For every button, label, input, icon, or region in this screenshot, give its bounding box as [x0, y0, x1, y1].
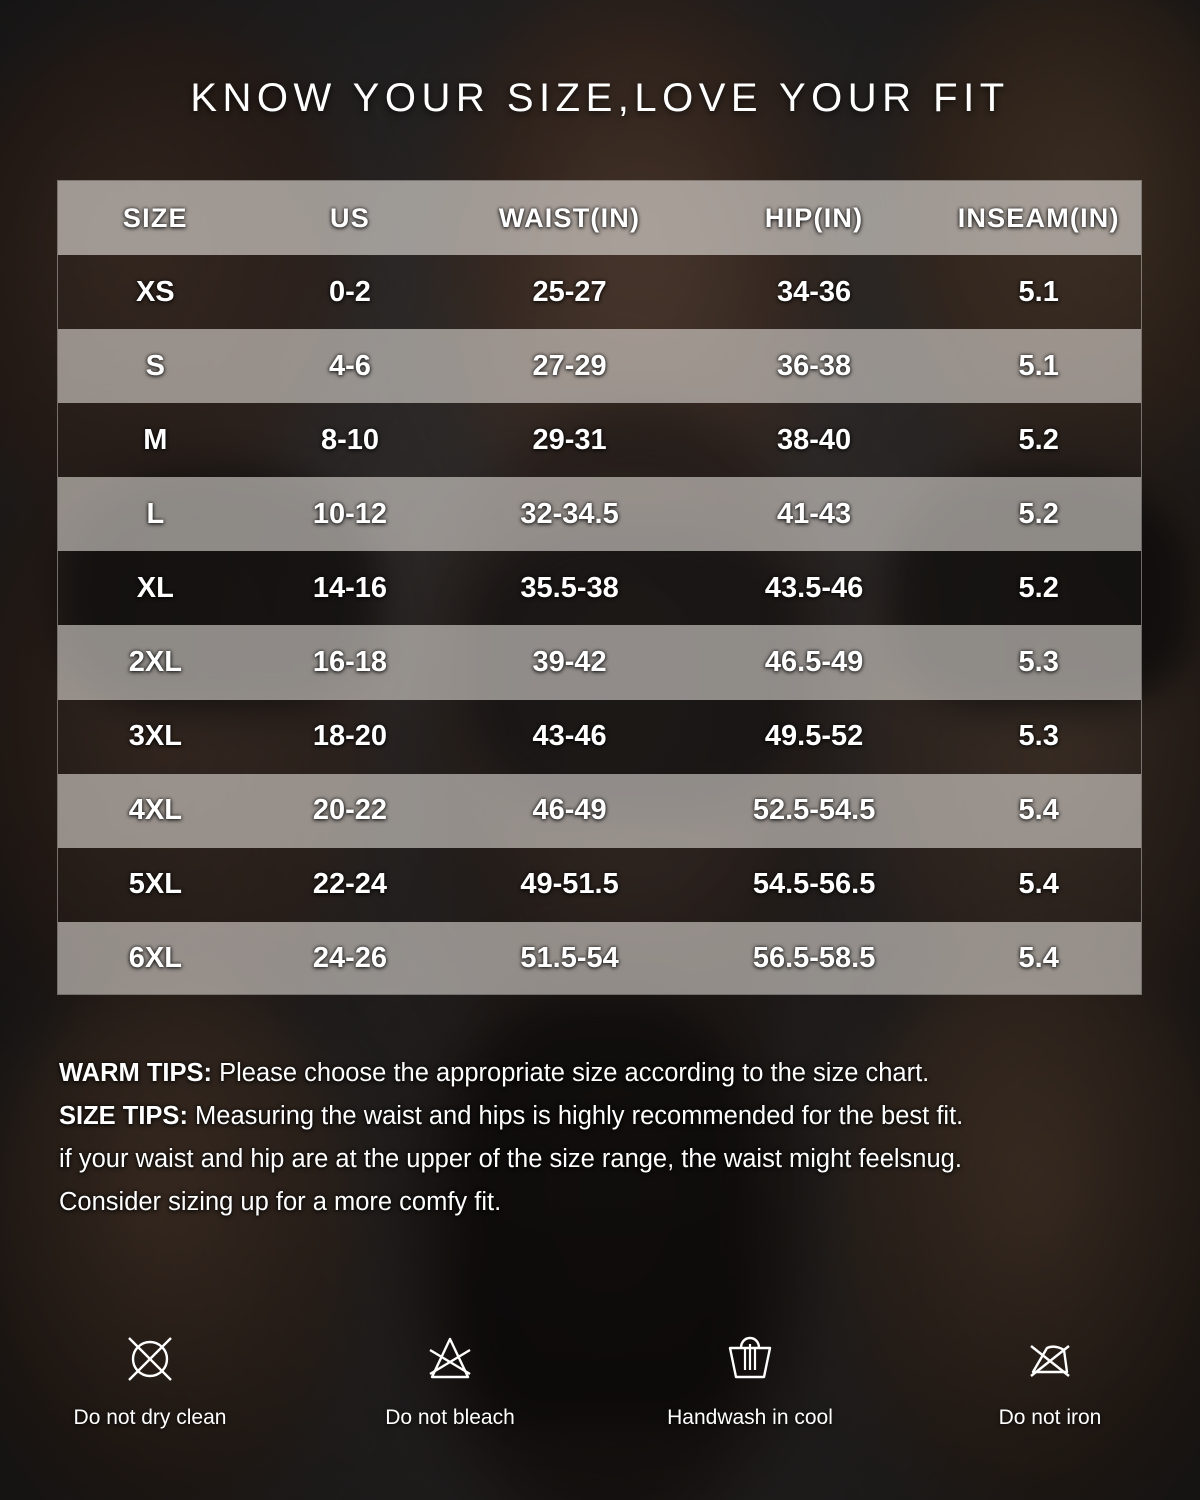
care-label: Do not bleach	[385, 1406, 515, 1429]
care-label: Do not dry clean	[73, 1406, 227, 1429]
cell-us: 4-6	[329, 349, 371, 382]
cell-size: S	[145, 349, 165, 382]
table-row: XL 14-16 35.5-38 43.5-46 5.2	[58, 551, 1141, 625]
warm-tips-text: Please choose the appropriate size accor…	[212, 1059, 930, 1087]
care-item-bleach: Do not bleach	[300, 1330, 600, 1430]
cell-size: 5XL	[128, 868, 182, 901]
cell-hip: 43.5-46	[764, 571, 864, 604]
table-header-row: SIZE US WAIST(IN) HIP(IN) INSEAM(IN)	[58, 181, 1141, 256]
cell-hip: 34-36	[777, 275, 852, 308]
cell-inseam: 5.3	[1018, 646, 1059, 678]
table-row: 2XL 16-18 39-42 46.5-49 5.3	[58, 625, 1141, 700]
care-item-iron: Do not iron	[900, 1330, 1200, 1430]
cell-waist: 49-51.5	[520, 868, 619, 901]
table-row: 4XL 20-22 46-49 52.5-54.5 5.4	[58, 773, 1141, 848]
warm-tips-label: WARM TIPS:	[59, 1059, 212, 1087]
do-not-iron-icon	[1030, 1345, 1070, 1377]
cell-inseam: 5.2	[1018, 571, 1059, 604]
table-row: 5XL 22-24 49-51.5 54.5-56.5 5.4	[58, 848, 1141, 922]
cell-inseam: 5.4	[1018, 794, 1059, 827]
cell-size: 3XL	[128, 720, 182, 753]
cell-size: XL	[136, 571, 174, 604]
cell-us: 24-26	[312, 942, 388, 975]
cell-size: L	[146, 497, 165, 530]
table-row: 3XL 18-20 43-46 49.5-52 5.3	[58, 700, 1141, 774]
cell-waist: 32-34.5	[520, 497, 619, 530]
cell-hip: 52.5-54.5	[752, 794, 876, 827]
handwash-in-cool-icon	[728, 1336, 772, 1379]
cell-us: 18-20	[312, 720, 388, 753]
care-instructions: Do not dry clean Do not bleach Handwash …	[0, 1330, 1200, 1430]
do-not-dry-clean-icon	[128, 1337, 172, 1381]
size-tips-text: Measuring the waist and hips is highly r…	[187, 1102, 964, 1130]
cell-hip: 41-43	[777, 497, 852, 530]
cell-us: 14-16	[312, 571, 388, 604]
cell-waist: 25-27	[532, 275, 607, 308]
cell-waist: 46-49	[532, 794, 607, 827]
care-item-handwash: Handwash in cool	[600, 1330, 900, 1430]
care-label: Handwash in cool	[667, 1406, 833, 1429]
column-header-us: US	[330, 202, 370, 233]
cell-size: XS	[135, 275, 175, 308]
column-header-inseam: INSEAM(IN)	[957, 202, 1120, 233]
cell-waist: 51.5-54	[520, 942, 619, 975]
cell-hip: 54.5-56.5	[752, 868, 876, 901]
cell-waist: 27-29	[532, 349, 607, 382]
cell-waist: 29-31	[532, 423, 607, 456]
cell-inseam: 5.4	[1018, 942, 1059, 975]
cell-us: 10-12	[312, 497, 388, 530]
table-row: 6XL 24-26 51.5-54 56.5-58.5 5.4	[58, 921, 1141, 994]
cell-inseam: 5.2	[1018, 423, 1059, 456]
tips-line-3: if your waist and hip are at the upper o…	[59, 1145, 962, 1173]
care-label: Do not iron	[998, 1406, 1102, 1429]
cell-us: 16-18	[312, 646, 388, 678]
cell-size: 6XL	[128, 942, 182, 975]
cell-size: M	[143, 423, 168, 456]
cell-hip: 46.5-49	[764, 646, 864, 678]
cell-size: 2XL	[128, 646, 182, 678]
do-not-bleach-icon	[429, 1337, 471, 1379]
size-chart-table: SIZE US WAIST(IN) HIP(IN) INSEAM(IN) XS …	[57, 180, 1142, 995]
cell-inseam: 5.3	[1018, 720, 1059, 753]
cell-size: 4XL	[128, 794, 182, 827]
cell-us: 0-2	[329, 275, 371, 308]
cell-us: 8-10	[320, 423, 379, 456]
care-item-dry-clean: Do not dry clean	[0, 1330, 300, 1430]
cell-hip: 56.5-58.5	[752, 942, 876, 975]
cell-us: 20-22	[312, 794, 388, 827]
cell-inseam: 5.1	[1018, 275, 1059, 308]
table-row: L 10-12 32-34.5 41-43 5.2	[58, 477, 1141, 552]
page-title: KNOW YOUR SIZE,LOVE YOUR FIT	[190, 76, 1010, 120]
cell-waist: 39-42	[532, 646, 607, 678]
size-tips-line: SIZE TIPS: Measuring the waist and hips …	[59, 1095, 1149, 1138]
table-row: S 4-6 27-29 36-38 5.1	[58, 329, 1141, 404]
size-tips-label: SIZE TIPS:	[59, 1102, 188, 1130]
cell-hip: 49.5-52	[764, 720, 864, 753]
column-header-waist: WAIST(IN)	[498, 202, 641, 233]
column-header-size: SIZE	[122, 202, 188, 233]
table-row: M 8-10 29-31 38-40 5.2	[58, 403, 1141, 477]
tips-line-4: Consider sizing up for a more comfy fit.	[59, 1188, 502, 1216]
column-header-hip: HIP(IN)	[764, 202, 864, 233]
cell-hip: 38-40	[777, 423, 852, 456]
cell-hip: 36-38	[777, 349, 852, 382]
warm-tips-line: WARM TIPS: Please choose the appropriate…	[59, 1052, 1149, 1095]
cell-waist: 35.5-38	[520, 571, 619, 604]
cell-waist: 43-46	[532, 720, 607, 753]
cell-us: 22-24	[312, 868, 388, 901]
cell-inseam: 5.2	[1018, 497, 1059, 530]
tips-block: WARM TIPS: Please choose the appropriate…	[59, 1052, 1149, 1224]
cell-inseam: 5.4	[1018, 868, 1059, 901]
table-row: XS 0-2 25-27 34-36 5.1	[58, 255, 1141, 329]
cell-inseam: 5.1	[1018, 349, 1059, 382]
